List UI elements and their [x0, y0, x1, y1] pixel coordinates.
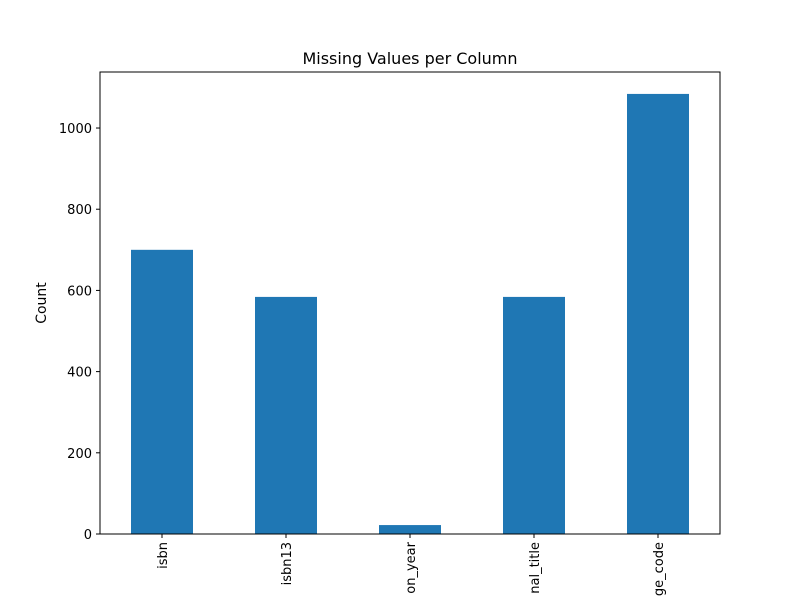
bars-group	[131, 93, 689, 534]
y-tick-label: 200	[67, 447, 92, 462]
bar-isbn	[131, 249, 193, 534]
bar-on_year	[379, 525, 441, 534]
y-ticks-group: 0 200 400 600 800 1000	[59, 122, 100, 543]
bar-nal_title	[503, 296, 565, 534]
x-tick-label-isbn: isbn	[156, 542, 171, 569]
y-tick-label: 400	[67, 366, 92, 381]
bar-ge_code	[627, 93, 689, 534]
y-tick-label: 800	[67, 203, 92, 218]
chart-title: Missing Values per Column	[302, 49, 517, 68]
y-tick-label: 1000	[59, 122, 92, 137]
plot-frame	[99, 71, 721, 535]
y-axis-label: Count	[34, 282, 50, 324]
x-tick-label-nal_title: nal_title	[528, 542, 543, 594]
x-ticks-group: isbn isbn13 on_year nal_title ge_code	[156, 534, 667, 596]
x-tick-label-isbn13: isbn13	[280, 542, 295, 585]
x-tick-label-ge_code: ge_code	[652, 542, 667, 596]
y-tick-label: 0	[84, 528, 92, 543]
y-tick-label: 600	[67, 284, 92, 299]
x-tick-label-on_year: on_year	[404, 541, 419, 593]
bar-isbn13	[255, 296, 317, 534]
